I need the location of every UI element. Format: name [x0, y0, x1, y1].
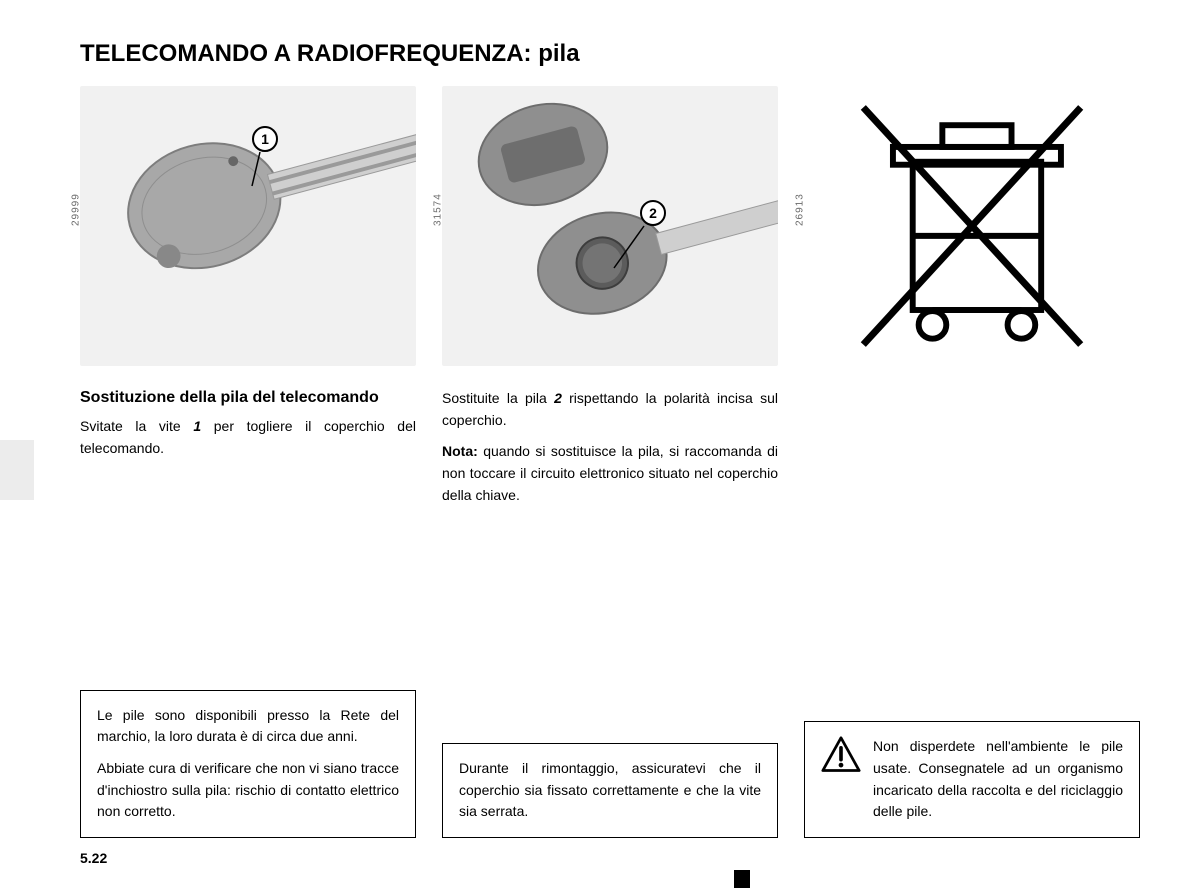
callout-leader: [610, 224, 650, 274]
column-3: 26913: [804, 86, 1140, 846]
callout-1: 1: [252, 126, 278, 152]
info-text: Durante il rimontaggio, assicuratevi che…: [459, 758, 761, 823]
text: Svitate la vite: [80, 418, 193, 434]
ref-1: 1: [193, 418, 201, 434]
page-title: TELECOMANDO A RADIOFREQUENZA: pila: [80, 40, 1140, 68]
note-label: Nota:: [442, 443, 478, 459]
page-number: 5.22: [80, 850, 107, 866]
info-text: Abbiate cura di verificare che non vi si…: [97, 758, 399, 823]
info-box: Durante il rimontaggio, assicuratevi che…: [442, 743, 778, 838]
figure-no-dispose: 26913: [804, 86, 1140, 366]
info-text: Le pile sono disponibili presso la Rete …: [97, 705, 399, 748]
column-1: 29999 1 Sostituzio: [80, 86, 416, 846]
callout-2: 2: [640, 200, 666, 226]
figure-id: 29999: [71, 193, 82, 226]
note-text: quando si sostituisce la pila, si raccom…: [442, 443, 778, 502]
column-2: 31574 2: [442, 86, 778, 846]
text: Sostituite la pila: [442, 390, 554, 406]
paragraph: Sostituite la pila 2 rispettando la pola…: [442, 388, 778, 431]
figure-key-closed: 29999 1: [80, 86, 416, 366]
manual-page: TELECOMANDO A RADIOFREQUENZA: pila 29999: [0, 0, 1200, 888]
figure-id: 31574: [433, 193, 444, 226]
warning-text: Non disperdete nell'ambiente le pile usa…: [873, 736, 1123, 823]
paragraph: Svitate la vite 1 per togliere il coperc…: [80, 416, 416, 459]
info-box: Le pile sono disponibili presso la Rete …: [80, 690, 416, 838]
columns: 29999 1 Sostituzio: [80, 86, 1140, 846]
callout-leader: [250, 150, 280, 190]
note-paragraph: Nota: quando si sostituisce la pila, si …: [442, 441, 778, 506]
warning-icon: [821, 736, 861, 772]
no-dispose-icon: [804, 86, 1140, 366]
figure-key-open: 31574 2: [442, 86, 778, 366]
key-illustration: [80, 86, 416, 366]
warning-box: Non disperdete nell'ambiente le pile usa…: [804, 721, 1140, 838]
ref-2: 2: [554, 390, 562, 406]
figure-id: 26913: [795, 193, 806, 226]
tab-marker: [734, 870, 750, 888]
section-heading: Sostituzione della pila del telecomando: [80, 388, 416, 408]
